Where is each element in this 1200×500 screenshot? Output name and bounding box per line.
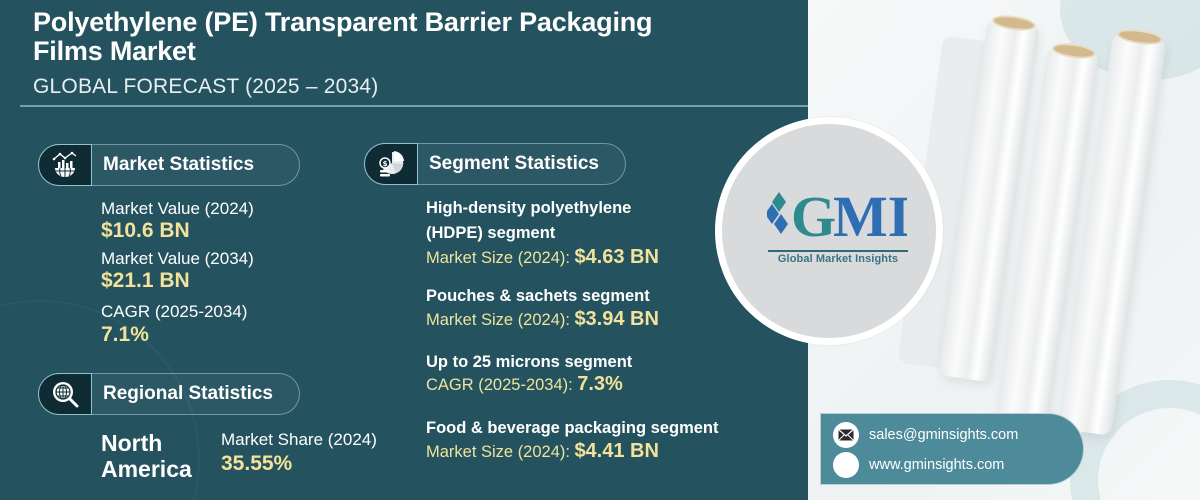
- segment-metric: Market Size (2024): $3.94 BN: [426, 308, 659, 331]
- header-divider: [20, 105, 808, 107]
- metric-label: Market Size (2024):: [426, 443, 570, 461]
- gmi-logo-icon: G MI: [767, 184, 907, 244]
- section-heading: Segment Statistics: [429, 153, 599, 174]
- website-link[interactable]: www.gminsights.com: [869, 457, 1005, 473]
- regional-statistics-heading: Regional Statistics: [38, 372, 300, 415]
- cagr-label: CAGR (2025-2034): [101, 302, 248, 321]
- gmi-logo-badge: G MI Global Market Insights: [715, 117, 943, 345]
- market-share-value: 35.55%: [221, 452, 293, 475]
- cagr-value: 7.1%: [101, 323, 149, 346]
- info-panel: [0, 0, 808, 500]
- pie-chart-coins-icon: $: [364, 142, 418, 185]
- svg-text:MI: MI: [833, 184, 907, 244]
- segment-title: High-density polyethylene (HDPE) segment: [426, 196, 631, 246]
- metric-value: 7.3%: [577, 373, 623, 395]
- segment-metric: Market Size (2024): $4.41 BN: [426, 440, 659, 463]
- section-heading: Regional Statistics: [103, 383, 273, 404]
- region-name-line-2: America: [101, 456, 192, 482]
- contact-box: sales@gminsights.com www.gminsights.com: [820, 413, 1084, 485]
- segment-title: Food & beverage packaging segment: [426, 419, 719, 437]
- chart-globe-icon: [38, 143, 92, 186]
- metric-value: $4.63 BN: [574, 246, 659, 268]
- metric-label: Market Size (2024):: [426, 311, 570, 329]
- market-share-label: Market Share (2024): [221, 430, 377, 449]
- segment-metric: CAGR (2025-2034): 7.3%: [426, 373, 623, 396]
- segment-title-line: High-density polyethylene: [426, 199, 632, 217]
- logo-name: Global Market Insights: [777, 253, 899, 265]
- logo-divider: [768, 250, 908, 252]
- page-header: Polyethylene (PE) Transparent Barrier Pa…: [33, 8, 793, 99]
- segment-title-line: (HDPE) segment: [426, 224, 556, 242]
- email-link[interactable]: sales@gminsights.com: [869, 427, 1019, 443]
- title-line-2: Films Market: [33, 36, 196, 66]
- title-line-1: Polyethylene (PE) Transparent Barrier Pa…: [33, 7, 653, 37]
- contact-email[interactable]: sales@gminsights.com: [833, 422, 1018, 448]
- segment-metric: Market Size (2024): $4.63 BN: [426, 246, 659, 269]
- segment-title: Pouches & sachets segment: [426, 287, 650, 305]
- market-value-2024-value: $10.6 BN: [101, 219, 190, 242]
- svg-text:$: $: [383, 160, 388, 168]
- metric-label: Market Size (2024):: [426, 249, 570, 267]
- envelope-icon: [833, 422, 859, 448]
- globe-icon: [833, 452, 859, 478]
- segment-title: Up to 25 microns segment: [426, 353, 633, 371]
- region-name-line-1: North: [101, 430, 163, 456]
- segment-statistics-heading: $ Segment Statistics: [364, 142, 626, 185]
- metric-value: $4.41 BN: [574, 440, 659, 462]
- metric-label: CAGR (2025-2034):: [426, 376, 573, 394]
- section-heading: Market Statistics: [103, 154, 255, 175]
- page-subtitle: GLOBAL FORECAST (2025 – 2034): [33, 75, 379, 98]
- region-name: North America: [101, 430, 192, 482]
- market-statistics-heading: Market Statistics: [38, 143, 300, 186]
- page-title: Polyethylene (PE) Transparent Barrier Pa…: [33, 8, 793, 66]
- metric-value: $3.94 BN: [574, 308, 659, 330]
- market-value-2034-label: Market Value (2034): [101, 249, 254, 268]
- contact-website[interactable]: www.gminsights.com: [833, 452, 1004, 478]
- svg-text:G: G: [791, 184, 836, 244]
- globe-search-icon: [38, 372, 92, 415]
- market-value-2034-value: $21.1 BN: [101, 269, 190, 292]
- market-value-2024-label: Market Value (2024): [101, 199, 254, 218]
